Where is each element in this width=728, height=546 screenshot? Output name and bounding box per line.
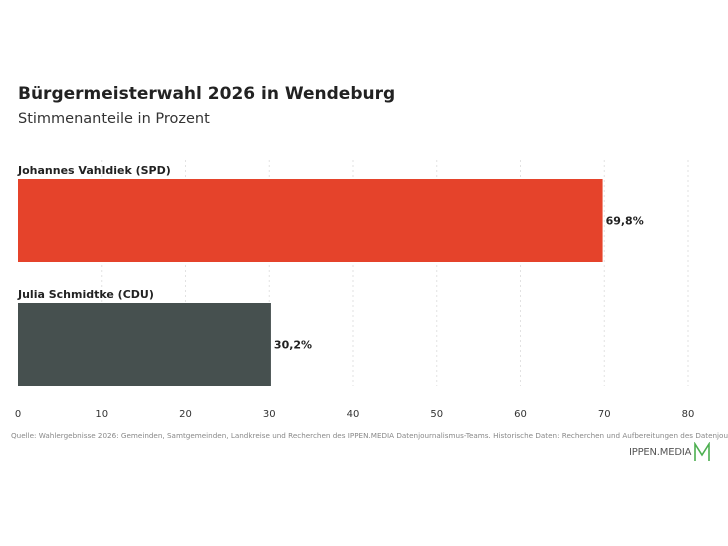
x-tick-label: 50 (430, 409, 443, 420)
x-tick-label: 0 (15, 409, 21, 420)
x-tick-label: 30 (263, 409, 276, 420)
value-label: 69,8% (606, 215, 644, 228)
x-tick-label: 70 (598, 409, 611, 420)
category-label: Julia Schmidtke (CDU) (17, 288, 154, 301)
x-tick-label: 10 (95, 409, 108, 420)
ippen-media-m-logo-icon (694, 442, 711, 461)
chart-title: Bürgermeisterwahl 2026 in Wendeburg (18, 84, 396, 104)
category-label: Johannes Vahldiek (SPD) (17, 164, 171, 177)
brand: IPPEN.MEDIA (629, 441, 711, 463)
source-note: Quelle: Wahlergebnisse 2026: Gemeinden, … (11, 431, 728, 440)
bar (18, 303, 271, 386)
x-tick-label: 60 (514, 409, 527, 420)
x-tick-label: 40 (347, 409, 360, 420)
x-tick-label: 80 (682, 409, 695, 420)
bar (18, 179, 603, 262)
chart-subtitle: Stimmenanteile in Prozent (18, 111, 210, 127)
bar-chart: Johannes Vahldiek (SPD) 69,8% Julia Schmid… (15, 160, 695, 420)
x-tick-label: 20 (179, 409, 192, 420)
brand-name: IPPEN.MEDIA (629, 446, 692, 458)
value-label: 30,2% (274, 339, 312, 352)
